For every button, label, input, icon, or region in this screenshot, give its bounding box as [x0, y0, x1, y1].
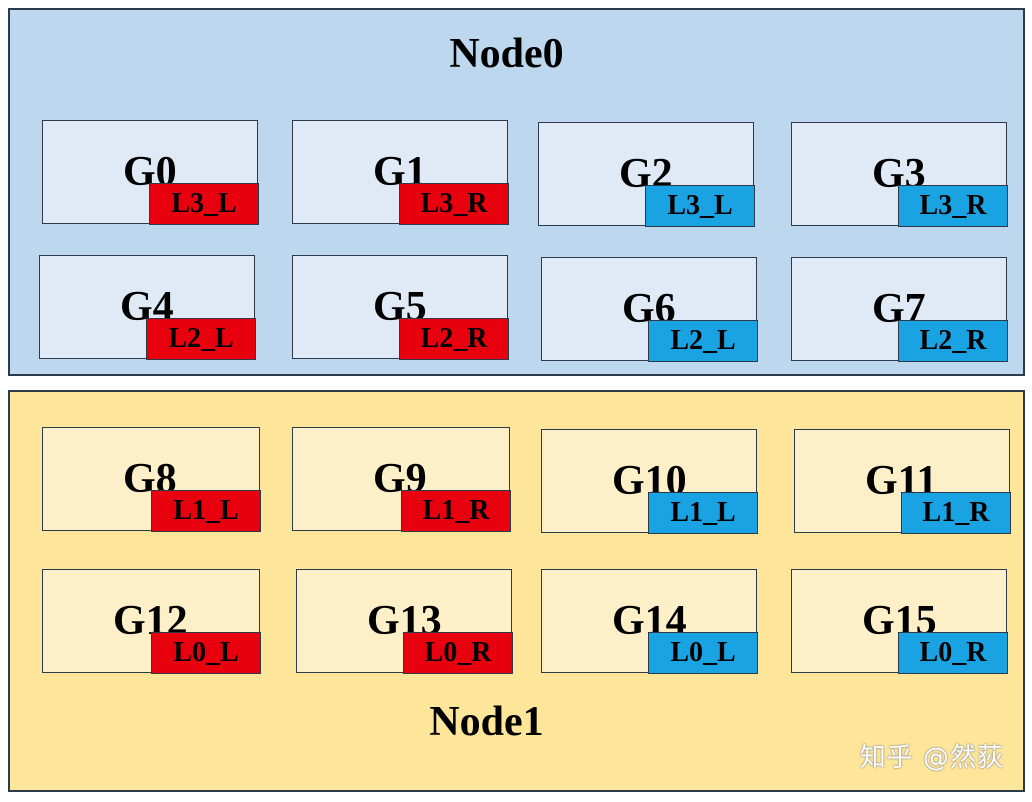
- link-tag: L0_L: [648, 632, 758, 674]
- link-tag: L2_R: [898, 320, 1008, 362]
- link-tag: L3_L: [149, 183, 259, 225]
- gpu-box-g8: G8 L1_L: [42, 427, 261, 532]
- gpu-box-g7: G7 L2_R: [791, 257, 1008, 362]
- link-tag: L0_L: [151, 632, 261, 674]
- link-tag: L1_L: [648, 492, 758, 534]
- gpu-box-g3: G3 L3_R: [791, 122, 1008, 227]
- gpu-box-g15: G15 L0_R: [791, 569, 1008, 674]
- gpu-box-g10: G10 L1_L: [541, 429, 758, 534]
- gpu-box-g11: G11 L1_R: [794, 429, 1011, 534]
- gpu-box-g5: G5 L2_R: [292, 255, 509, 360]
- gpu-box-g9: G9 L1_R: [292, 427, 511, 532]
- link-tag: L3_R: [898, 185, 1008, 227]
- gpu-box-g13: G13 L0_R: [296, 569, 513, 674]
- watermark-text: 知乎 @然荻: [859, 743, 1004, 773]
- link-tag: L3_L: [645, 185, 755, 227]
- link-tag: L0_R: [898, 632, 1008, 674]
- link-tag: L3_R: [399, 183, 509, 225]
- gpu-box-g1: G1 L3_R: [292, 120, 509, 225]
- link-tag: L0_R: [403, 632, 513, 674]
- gpu-box-g14: G14 L0_L: [541, 569, 758, 674]
- link-tag: L2_L: [648, 320, 758, 362]
- gpu-box-g4: G4 L2_L: [39, 255, 256, 360]
- node0-title: Node0: [449, 31, 564, 77]
- link-tag: L2_L: [146, 318, 256, 360]
- node1-panel: Node1 G8 L1_L G9 L1_R G10 L1_L G11 L1_R G12 L0_L G…: [8, 390, 1025, 792]
- gpu-box-g0: G0 L3_L: [42, 120, 259, 225]
- gpu-box-g6: G6 L2_L: [541, 257, 758, 362]
- link-tag: L1_L: [151, 490, 261, 532]
- gpu-box-g12: G12 L0_L: [42, 569, 261, 674]
- node1-title: Node1: [429, 699, 544, 745]
- gpu-box-g2: G2 L3_L: [538, 122, 755, 227]
- link-tag: L1_R: [401, 490, 511, 532]
- link-tag: L2_R: [399, 318, 509, 360]
- node0-panel: Node0 G0 L3_L G1 L3_R G2 L3_L G3 L3_R G4 L2_L G5 L2…: [8, 8, 1025, 376]
- link-tag: L1_R: [901, 492, 1011, 534]
